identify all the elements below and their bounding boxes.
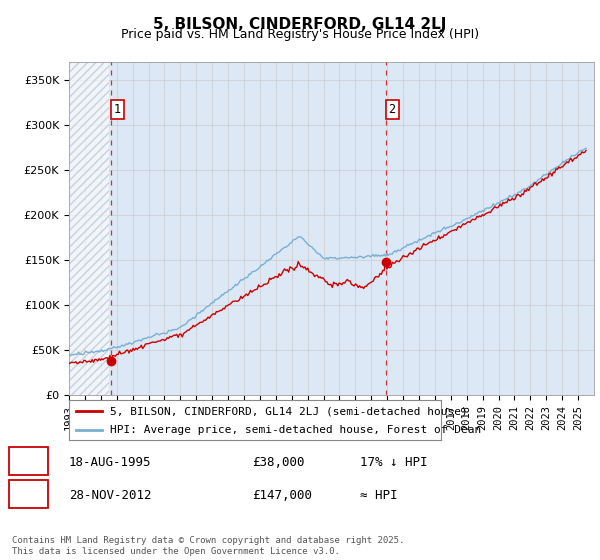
Text: 2: 2 <box>389 104 395 116</box>
Text: 1: 1 <box>113 104 121 116</box>
Text: 2: 2 <box>25 489 32 502</box>
Text: 5, BILSON, CINDERFORD, GL14 2LJ (semi-detached house): 5, BILSON, CINDERFORD, GL14 2LJ (semi-de… <box>110 407 467 417</box>
Text: ≈ HPI: ≈ HPI <box>360 489 398 502</box>
Text: 5, BILSON, CINDERFORD, GL14 2LJ: 5, BILSON, CINDERFORD, GL14 2LJ <box>154 17 446 32</box>
Text: 1: 1 <box>25 455 32 469</box>
Text: HPI: Average price, semi-detached house, Forest of Dean: HPI: Average price, semi-detached house,… <box>110 425 481 435</box>
Bar <box>69 62 109 395</box>
Text: Contains HM Land Registry data © Crown copyright and database right 2025.
This d: Contains HM Land Registry data © Crown c… <box>12 536 404 556</box>
Text: 18-AUG-1995: 18-AUG-1995 <box>69 455 151 469</box>
Text: £38,000: £38,000 <box>252 455 305 469</box>
Text: 28-NOV-2012: 28-NOV-2012 <box>69 489 151 502</box>
Text: £147,000: £147,000 <box>252 489 312 502</box>
Text: Price paid vs. HM Land Registry's House Price Index (HPI): Price paid vs. HM Land Registry's House … <box>121 28 479 41</box>
Text: 17% ↓ HPI: 17% ↓ HPI <box>360 455 427 469</box>
